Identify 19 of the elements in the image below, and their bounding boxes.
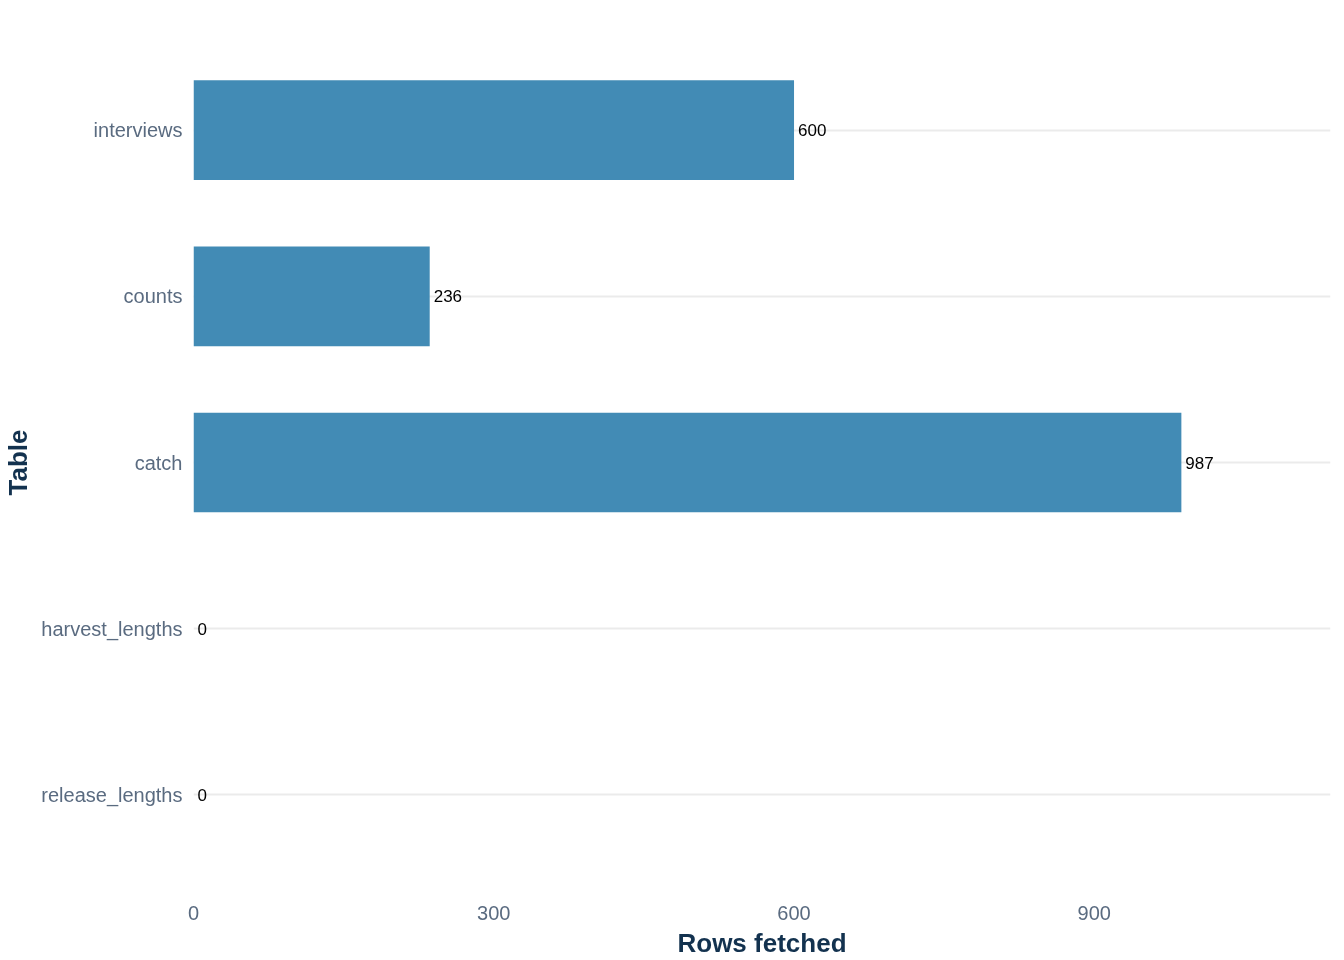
x-axis-title: Rows fetched (677, 927, 847, 958)
data-label: 0 (197, 619, 207, 639)
y-tick-label: harvest_lengths (41, 617, 183, 641)
y-tick-label: counts (123, 285, 183, 308)
data-label: 236 (433, 287, 463, 307)
x-tick-label: 0 (187, 901, 200, 924)
y-tick-label: release_lengths (41, 783, 183, 807)
x-tick-label: 600 (777, 901, 811, 924)
y-axis-title: Table (3, 429, 34, 496)
x-tick-label: 900 (1077, 901, 1111, 924)
bar (193, 80, 795, 181)
x-tick-label: 300 (477, 901, 511, 924)
y-tick-label: catch (134, 451, 183, 474)
data-label: 987 (1185, 453, 1214, 473)
data-label: 600 (798, 121, 827, 141)
y-tick-label: interviews (93, 119, 183, 142)
data-label: 0 (197, 785, 207, 805)
bar (193, 246, 430, 347)
bar (193, 412, 1182, 513)
